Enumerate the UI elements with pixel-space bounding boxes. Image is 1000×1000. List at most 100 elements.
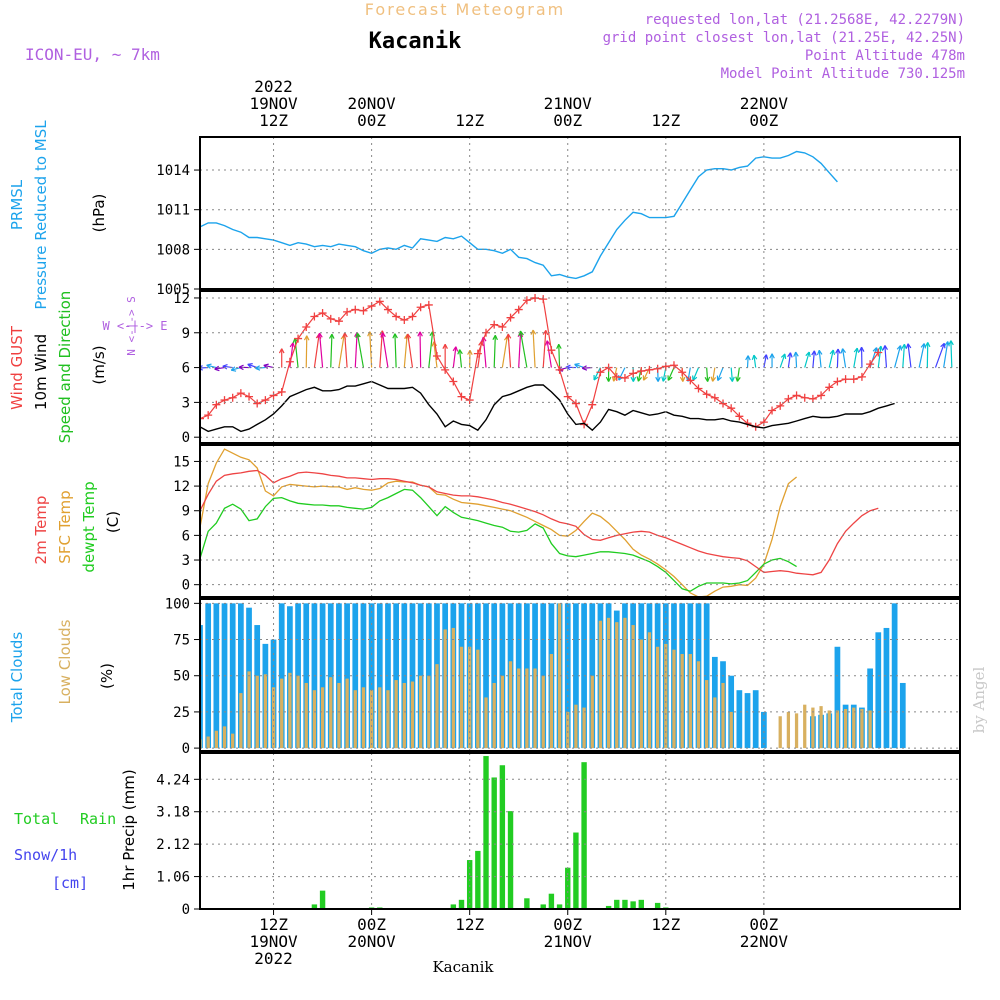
low-clouds-bar [860,709,864,749]
wind-direction-arrowhead [729,376,735,382]
wind-direction-arrow [344,332,348,368]
low-clouds-bar [337,682,341,749]
low-clouds-bar [329,677,333,749]
wind-gust-point [825,383,834,392]
wind-gust-point [645,365,654,374]
wind-gust-point [719,399,728,408]
wind-direction-arrow [706,367,709,382]
wind-direction-arrowhead [858,346,865,352]
low-clouds-bar [206,736,210,749]
wind-direction-arrowhead [780,353,787,359]
wind-gust-point [449,377,458,386]
total-clouds-bar [393,603,399,749]
wind-direction-arrow [877,346,882,368]
rain-bar [581,762,587,909]
pressure-unit: (hPa) [90,194,108,233]
low-clouds-bar [557,603,562,749]
wind-direction-arrow [518,332,522,368]
wind-direction-arrow [381,332,389,368]
low-clouds-bar [688,654,692,749]
rain-bar [319,890,326,909]
rain-bar [565,867,571,909]
wind-direction-arrow [836,348,839,368]
wind-direction-arrowhead [530,329,537,335]
wind-gust-point [204,411,213,420]
wind-gust-point [269,391,278,400]
clouds-unit: (%) [98,663,116,689]
wind-direction-arrowhead [392,333,398,339]
rain-bar [630,901,636,909]
wind-direction-arrow [532,330,536,368]
wind-direction-arrow [214,366,225,370]
wind-gust-point [506,313,515,322]
footer-station: Kacanik [432,958,494,976]
total-clouds-bar [409,603,416,749]
temp-tick-label: 6 [182,528,190,544]
low-clouds-bar [778,716,782,749]
precip-tick-label: 3.18 [156,805,190,821]
wind-direction-arrowhead [255,365,261,371]
wind-gust-point [539,295,548,304]
wind-gust-point [245,392,254,401]
clouds-tick-label: 75 [173,633,190,649]
wind-tick-label: 6 [182,361,190,377]
low-clouds-bar [419,675,423,749]
low-clouds-bar [231,733,235,749]
wind-gust-point [841,375,850,384]
dewpt-temp-line [200,488,797,592]
wind-direction-arrowhead [247,363,253,369]
wind-direction-arrowhead [442,343,448,349]
total-clouds-bar [875,632,882,749]
wind-direction-arrow [558,344,561,368]
rain-bar [573,832,579,909]
wind-direction-arrow [501,336,508,368]
sfc-temp-label: SFC Temp [56,490,74,563]
wind-direction-arrowhead [238,364,244,371]
wind-gust-point [596,368,605,377]
total-clouds-bar [229,603,236,749]
top-time-label: 00Z [357,111,386,130]
bottom-time-label: 12Z [651,915,680,934]
clouds-tick-label: 100 [165,596,190,612]
wind-gust-point [294,334,303,343]
wind-gust-point [817,391,826,400]
low-clouds-bar [713,697,717,749]
wind-direction-arrowhead [556,343,562,350]
low-clouds-bar [721,682,725,749]
wind-gust-point [710,393,719,402]
bottom-time-label: 2022 [254,949,293,968]
low-clouds-bar [353,690,357,749]
gridpoint-coords: grid point closest lon,lat (21.25E, 42.2… [603,30,965,46]
wind-gust-point [351,305,360,314]
wind-direction-arrowhead [206,363,212,369]
wind-gust-point [400,316,409,325]
wind-gust-point [849,375,858,384]
wind-direction-arrowhead [965,341,969,346]
wind-direction-arrowhead [924,342,931,348]
pressure-label: PRMSL [8,179,26,230]
wind-direction-arrow [902,344,906,368]
low-clouds-bar [345,678,349,749]
low-clouds-bar [868,710,872,749]
rain-bar [491,777,497,909]
wind-gust-point [580,420,589,429]
wind-direction-arrow [950,340,953,368]
wind-gust-point [236,389,245,398]
wind-tick-label: 0 [182,430,190,446]
wind-direction-arrow [419,331,422,368]
wind-direction-arrow [746,355,749,368]
wind-tick-label: 12 [173,291,190,307]
wind-direction-arrowhead [655,376,661,382]
rain-bar [556,904,563,909]
precip-tick-label: 0 [182,902,190,918]
wind-direction-arrow [546,340,552,368]
total-clouds-bar [736,690,743,749]
temp-tick-label: 3 [182,553,190,569]
wind-gust-point [833,377,842,386]
low-clouds-bar [459,646,464,749]
wind-gust-point [383,305,392,314]
wind-gust-point [326,314,335,323]
wind-gust-point [490,320,499,329]
wind-direction-arrowhead [457,349,463,355]
total-clouds-bar [703,603,710,749]
